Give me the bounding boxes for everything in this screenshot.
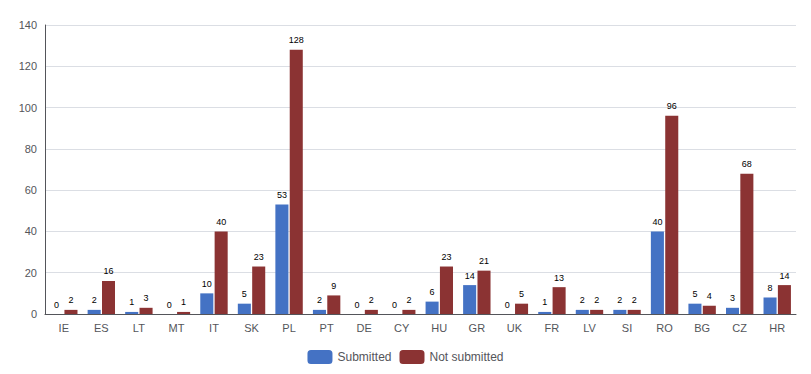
svg-text:Not submitted: Not submitted [429, 350, 503, 364]
svg-text:5: 5 [519, 289, 524, 299]
svg-text:3: 3 [144, 293, 149, 303]
svg-text:40: 40 [652, 217, 662, 227]
svg-text:96: 96 [667, 101, 677, 111]
svg-text:120: 120 [19, 60, 37, 72]
svg-text:1: 1 [181, 297, 186, 307]
svg-text:0: 0 [54, 300, 59, 310]
svg-text:0: 0 [505, 300, 510, 310]
svg-text:21: 21 [479, 256, 489, 266]
svg-text:6: 6 [430, 287, 435, 297]
svg-text:MT: MT [168, 322, 184, 334]
svg-text:1: 1 [129, 297, 134, 307]
svg-text:40: 40 [216, 217, 226, 227]
svg-text:80: 80 [25, 143, 37, 155]
svg-text:14: 14 [779, 271, 789, 281]
svg-text:0: 0 [392, 300, 397, 310]
svg-text:10: 10 [202, 279, 212, 289]
svg-text:BG: BG [694, 322, 710, 334]
svg-text:DE: DE [357, 322, 372, 334]
svg-text:2: 2 [594, 295, 599, 305]
svg-text:5: 5 [692, 289, 697, 299]
svg-text:IT: IT [209, 322, 219, 334]
svg-text:68: 68 [742, 159, 752, 169]
svg-text:CY: CY [394, 322, 410, 334]
svg-text:2: 2 [632, 295, 637, 305]
svg-text:4: 4 [707, 291, 712, 301]
svg-text:0: 0 [354, 300, 359, 310]
svg-text:LV: LV [583, 322, 596, 334]
svg-text:53: 53 [277, 190, 287, 200]
svg-text:CZ: CZ [732, 322, 747, 334]
svg-text:140: 140 [19, 19, 37, 31]
svg-text:13: 13 [554, 273, 564, 283]
svg-text:SI: SI [622, 322, 632, 334]
svg-text:GR: GR [469, 322, 486, 334]
svg-text:UK: UK [507, 322, 523, 334]
svg-text:2: 2 [580, 295, 585, 305]
svg-text:2: 2 [617, 295, 622, 305]
svg-text:60: 60 [25, 184, 37, 196]
svg-text:2: 2 [68, 295, 73, 305]
svg-text:14: 14 [465, 271, 475, 281]
svg-text:RO: RO [656, 322, 673, 334]
svg-text:2: 2 [92, 295, 97, 305]
svg-text:9: 9 [331, 281, 336, 291]
svg-text:16: 16 [103, 266, 113, 276]
svg-text:SK: SK [244, 322, 259, 334]
svg-text:FR: FR [545, 322, 560, 334]
svg-text:2: 2 [317, 295, 322, 305]
svg-text:IE: IE [59, 322, 69, 334]
svg-text:1: 1 [542, 297, 547, 307]
svg-text:Submitted: Submitted [337, 350, 391, 364]
svg-text:23: 23 [254, 252, 264, 262]
svg-text:PL: PL [282, 322, 295, 334]
svg-text:0: 0 [31, 308, 37, 320]
svg-text:5: 5 [242, 289, 247, 299]
svg-text:100: 100 [19, 102, 37, 114]
svg-text:8: 8 [768, 283, 773, 293]
svg-text:HR: HR [769, 322, 785, 334]
svg-text:128: 128 [289, 35, 304, 45]
svg-text:PT: PT [320, 322, 334, 334]
svg-text:ES: ES [94, 322, 109, 334]
svg-text:3: 3 [730, 293, 735, 303]
svg-text:HU: HU [431, 322, 447, 334]
svg-text:40: 40 [25, 225, 37, 237]
svg-text:2: 2 [369, 295, 374, 305]
svg-text:20: 20 [25, 267, 37, 279]
svg-text:23: 23 [441, 252, 451, 262]
svg-text:LT: LT [133, 322, 145, 334]
svg-text:2: 2 [406, 295, 411, 305]
svg-text:0: 0 [167, 300, 172, 310]
